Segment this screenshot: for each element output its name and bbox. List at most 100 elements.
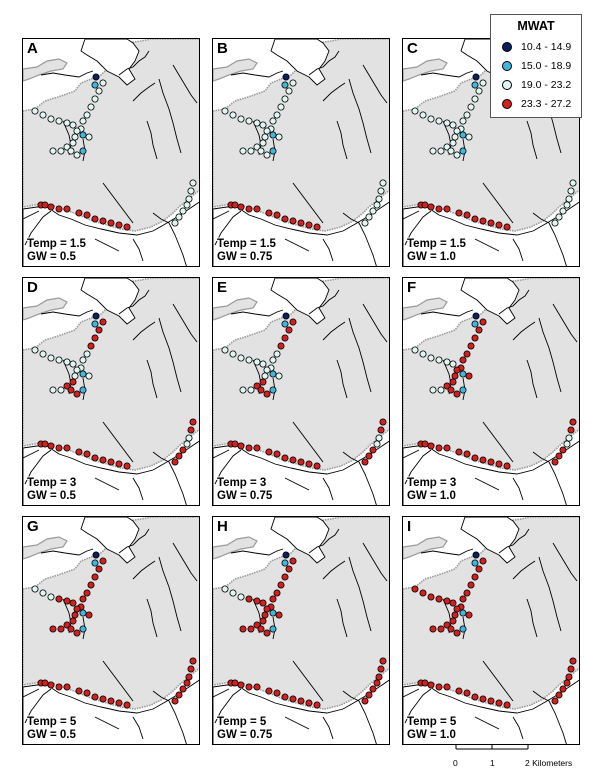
- temperature-node-5: [87, 103, 95, 111]
- temperature-node-41: [185, 195, 193, 203]
- temperature-node-35: [495, 460, 503, 468]
- temperature-node-41: [185, 673, 193, 681]
- temperature-node-13: [443, 358, 451, 366]
- temperature-node-24: [453, 629, 461, 637]
- stream-line-1: [230, 309, 284, 317]
- temperature-node-14: [259, 360, 267, 368]
- temperature-node-29: [253, 205, 261, 213]
- southern-basin: [23, 679, 199, 744]
- temperature-node-14: [259, 599, 267, 607]
- stream-line-10: [322, 477, 334, 501]
- temperature-node-39: [189, 418, 197, 426]
- temperature-node-38: [41, 201, 49, 209]
- subbasin-outline: [460, 278, 520, 325]
- temperature-node-16: [261, 611, 269, 619]
- temperature-node-23: [257, 386, 265, 394]
- temperature-node-38: [421, 201, 429, 209]
- temperature-node-39: [569, 657, 577, 665]
- temperature-node-28: [55, 444, 63, 452]
- stream-line-4: [158, 317, 182, 393]
- map-panel-d: D Temp = 3 GW = 0.5: [22, 277, 200, 506]
- temperature-node-23: [67, 386, 75, 394]
- temperature-node-39: [379, 179, 387, 187]
- temperature-node-19: [259, 378, 267, 386]
- temperature-node-45: [551, 219, 559, 227]
- watershed-pocket: [403, 297, 448, 321]
- temperature-node-4: [281, 334, 289, 342]
- temperature-node-30: [265, 687, 273, 695]
- temperature-node-16: [71, 372, 79, 380]
- temperature-node-25: [269, 386, 277, 394]
- temperature-node-42: [563, 440, 571, 448]
- stream-line-14: [94, 477, 120, 491]
- stream-line-10: [322, 716, 334, 740]
- stream-line-4: [538, 317, 562, 393]
- subbasin-outline: [270, 278, 330, 325]
- stream-line-6: [552, 303, 578, 343]
- temperature-node-5: [87, 581, 95, 589]
- temperature-node-26: [471, 559, 479, 567]
- stream-line-14: [94, 716, 120, 730]
- map-panel-g: G Temp = 5 GW = 0.5: [22, 516, 200, 745]
- temperature-node-31: [463, 689, 471, 697]
- temperature-node-13: [253, 597, 261, 605]
- temperature-node-17: [459, 131, 467, 139]
- stream-line-10: [132, 238, 144, 262]
- temperature-node-31: [83, 450, 91, 458]
- temperature-node-1: [282, 73, 290, 81]
- legend-label-4: 23.3 - 27.2: [521, 97, 572, 110]
- stream-line-8: [532, 690, 567, 744]
- temperature-node-42: [373, 440, 381, 448]
- temperature-node-16: [71, 133, 79, 141]
- scenario-label: Temp = 5 GW = 0.5: [27, 716, 76, 742]
- temperature-node-13: [63, 119, 71, 127]
- temperature-node-32: [281, 454, 289, 462]
- temperature-node-16: [261, 133, 269, 141]
- temperature-node-1: [472, 73, 480, 81]
- temperature-node-22: [49, 386, 57, 394]
- stream-line-1: [40, 70, 94, 78]
- temp-label: Temp = 3: [217, 477, 267, 489]
- temperature-node-17: [79, 609, 87, 617]
- temperature-node-45: [551, 458, 559, 466]
- basemap-f: [403, 278, 579, 505]
- gw-label: GW = 0.5: [27, 251, 76, 263]
- temperature-node-16: [451, 611, 459, 619]
- legend-swatch-2: [502, 60, 512, 71]
- temperature-node-1: [92, 551, 100, 559]
- temperature-node-9: [221, 346, 229, 354]
- temperature-node-16: [451, 133, 459, 141]
- temperature-node-36: [503, 701, 511, 709]
- temperature-node-4: [91, 334, 99, 342]
- temperature-node-18: [465, 611, 473, 619]
- temperature-node-6: [273, 350, 281, 358]
- temp-label: Temp = 5: [217, 716, 267, 728]
- temperature-node-18: [85, 133, 93, 141]
- watershed-pocket: [23, 297, 68, 321]
- map-panel-a: A Temp = 1.5 GW = 0.5: [22, 38, 200, 267]
- basemap-b: [213, 39, 389, 266]
- temperature-node-28: [435, 683, 443, 691]
- gw-label: GW = 0.75: [217, 251, 273, 263]
- temperature-node-19: [69, 139, 77, 147]
- temperature-node-25: [459, 625, 467, 633]
- temperature-node-30: [455, 209, 463, 217]
- temperature-node-3: [285, 565, 293, 573]
- temperature-node-40: [187, 426, 195, 434]
- temperature-node-6: [463, 350, 471, 358]
- temperature-node-34: [487, 219, 495, 227]
- stream-line-3: [322, 560, 346, 580]
- stream-line-12: [403, 449, 420, 459]
- scenario-label: Temp = 3 GW = 0.75: [217, 477, 272, 503]
- temperature-node-30: [75, 448, 83, 456]
- temperature-node-12: [245, 595, 253, 603]
- scenario-label: Temp = 1.5 GW = 1.0: [407, 238, 466, 264]
- temperature-node-28: [435, 205, 443, 213]
- temperature-node-4: [91, 573, 99, 581]
- temperature-node-41: [375, 673, 383, 681]
- temperature-node-1: [282, 551, 290, 559]
- scale-label-0: 0: [453, 758, 458, 768]
- stream-line-1: [40, 309, 94, 317]
- temperature-node-40: [377, 187, 385, 195]
- map-panel-h: H Temp = 5 GW = 0.75: [212, 516, 390, 745]
